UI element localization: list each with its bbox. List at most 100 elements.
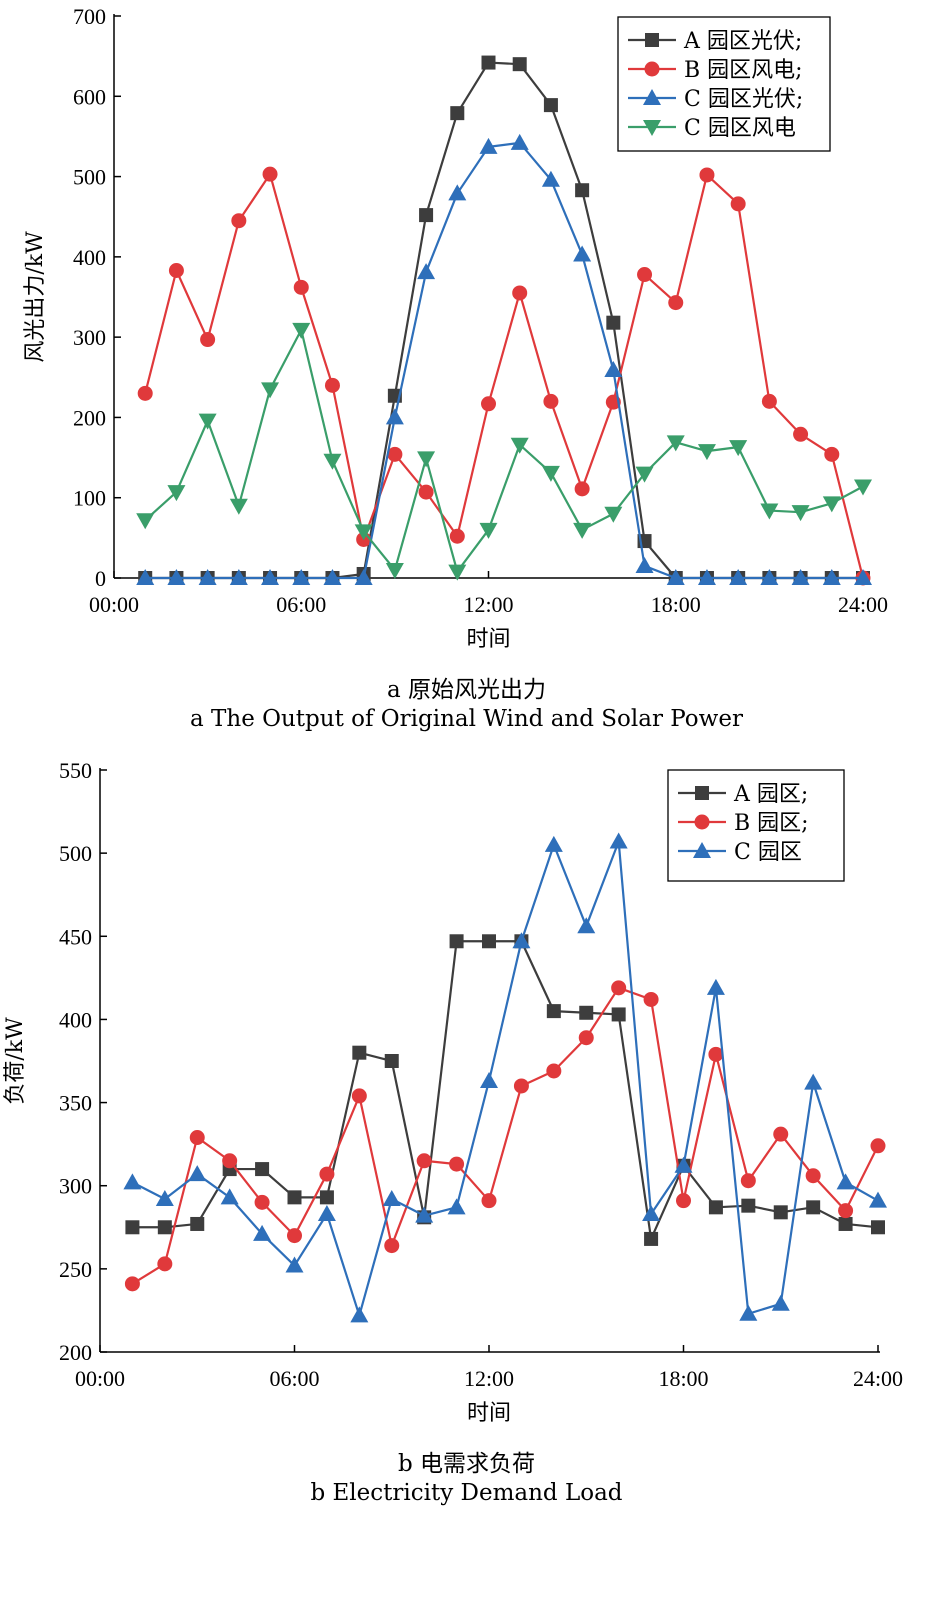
chart-a-series-1-line	[144, 173, 865, 579]
chart-a-series-1-point	[668, 295, 684, 311]
chart-a-x-tick-label: 06:00	[276, 592, 326, 617]
chart-b-series-0-point	[287, 1190, 302, 1205]
chart-a-series-3-point	[323, 453, 342, 470]
chart-a-series-3-point	[697, 444, 716, 461]
chart-a-series-1	[137, 166, 871, 586]
chart-a-series-3-point	[760, 503, 779, 520]
chart-b-series-1-point	[189, 1129, 205, 1145]
chart-a-y-axis-label: 风光出力/kW	[23, 231, 48, 363]
chart-b-series-2-point	[739, 1304, 758, 1321]
chart-a-series-1-point	[824, 446, 840, 462]
chart-a-series-0-point	[512, 57, 527, 72]
chart-a-series-2-point	[229, 569, 248, 585]
chart-b-series-0-point	[708, 1200, 723, 1215]
chart-a-y-tick-label: 300	[73, 325, 106, 350]
chart-a-legend-label-1: B 园区风电;	[684, 58, 803, 83]
chart-b-series-2-point	[771, 1294, 790, 1311]
chart-b-series-1-point	[611, 980, 627, 996]
chart-b-series-1-point	[222, 1153, 238, 1169]
chart-a-series-0-point	[543, 98, 558, 113]
chart-b-series-0-point	[611, 1007, 626, 1022]
chart-a-series-2-point	[323, 569, 342, 585]
chart-a-legend-label-2: C 园区光伏;	[684, 87, 803, 112]
chart-a-y-tick-label: 200	[73, 405, 106, 430]
chart-b-legend-marker-1	[694, 814, 710, 830]
chart-a-series-2-point	[791, 569, 810, 585]
chart-b-series-0-point	[579, 1005, 594, 1020]
chart-a-series-1-point	[730, 196, 746, 212]
chart-a-x-tick-label: 12:00	[463, 592, 513, 617]
chart-a-series-3-point	[448, 564, 467, 581]
chart-b-y-tick-label: 200	[59, 1340, 92, 1365]
chart-b-series-1-point	[481, 1193, 497, 1209]
chart-b-series-0-line	[132, 940, 879, 1241]
chart-a-series-1-point	[449, 528, 465, 544]
chart-a-series-2-point	[385, 408, 404, 425]
chart-b-series-1-point	[351, 1088, 367, 1104]
chart-a-series-2-point	[697, 569, 716, 585]
chart-a-series-2-point	[479, 137, 498, 154]
chart-a-y-tick-label: 500	[73, 165, 106, 190]
chart-a-series-2-point	[573, 245, 592, 262]
chart-a-series-3-point	[729, 440, 748, 457]
chart-b-series-0-point	[125, 1220, 140, 1235]
chart-a-series-0-point	[575, 183, 590, 198]
chart-a-y-tick-label: 0	[95, 566, 106, 591]
chart-a-series-1-point	[168, 263, 184, 279]
chart-b-series-1-point	[740, 1173, 756, 1189]
chart-a-series-1-point	[231, 213, 247, 229]
chart-b-y-tick-label: 350	[59, 1091, 92, 1116]
chart-b-series-1-point	[449, 1156, 465, 1172]
chart-a-series-1-point	[137, 385, 153, 401]
chart-b-series-0-point	[871, 1220, 885, 1235]
chart-a-legend-marker-2	[643, 89, 661, 105]
chart-b-y-tick-label: 500	[59, 841, 92, 866]
chart-a-y-tick-label: 100	[73, 486, 106, 511]
chart-a-series-3-point	[292, 322, 311, 339]
chart-a-series-3-point	[635, 466, 654, 483]
chart-a-series-1-point	[699, 167, 715, 183]
chart-b-series-0-point	[319, 1190, 334, 1205]
chart-b-series-0-point	[806, 1200, 821, 1215]
chart-b-series-1-point	[546, 1063, 562, 1079]
chart-b-series-2-point	[447, 1198, 466, 1215]
chart-a-x-tick-label: 18:00	[651, 592, 701, 617]
chart-a-series-3	[136, 322, 872, 581]
chart-b-electricity-demand: 200 250 300 350 400 450 500 550 00:00 06:00 12:00 1…	[3, 758, 903, 1426]
chart-a-series-2-point	[760, 569, 779, 585]
chart-a-series-2-point	[729, 569, 748, 585]
chart-a-series-3-point	[510, 437, 529, 454]
chart-a-series-2-point	[510, 133, 529, 150]
chart-b-x-tick-label: 12:00	[464, 1366, 514, 1391]
chart-a-series-3-point	[604, 506, 623, 523]
chart-b-series-0-point	[838, 1216, 853, 1231]
chart-a-series-3-point	[854, 479, 872, 496]
chart-b-series-2-point	[317, 1204, 336, 1221]
chart-b-series-2-point	[480, 1071, 498, 1088]
chart-a-series-3-line	[144, 328, 864, 573]
chart-a-legend-label-0: A 园区光伏;	[683, 29, 802, 54]
chart-b-series-2-point	[544, 835, 563, 852]
chart-a-legend-label-3: C 园区风电	[684, 116, 796, 141]
caption-b-english: b Electricity Demand Load	[310, 1480, 623, 1506]
chart-a-series-3-point	[385, 562, 404, 579]
chart-b-series-2-point	[836, 1173, 855, 1190]
chart-a-series-2-point	[354, 569, 373, 585]
chart-a-series-2-point	[854, 569, 872, 585]
chart-b-y-tick-label: 450	[59, 924, 92, 949]
chart-a-series-2-point	[198, 569, 217, 585]
chart-b-series-0-point	[773, 1205, 788, 1220]
chart-b-series-2-point	[804, 1073, 823, 1090]
chart-a-series-1-point	[793, 426, 809, 442]
chart-a-legend-marker-3	[643, 120, 661, 136]
chart-b-series-2-point	[123, 1173, 142, 1190]
chart-a-series-2	[136, 133, 872, 585]
chart-b-series-2-point	[415, 1206, 434, 1223]
chart-a-series-2-point	[136, 569, 155, 585]
chart-a-y-tick-label: 600	[73, 84, 106, 109]
chart-b-series-2-point	[382, 1190, 401, 1207]
chart-b-series-1-point	[384, 1238, 400, 1254]
chart-b-series-0-point	[741, 1198, 756, 1213]
chart-a-legend-marker-0	[645, 33, 659, 47]
chart-b-series-1-point	[870, 1138, 886, 1154]
